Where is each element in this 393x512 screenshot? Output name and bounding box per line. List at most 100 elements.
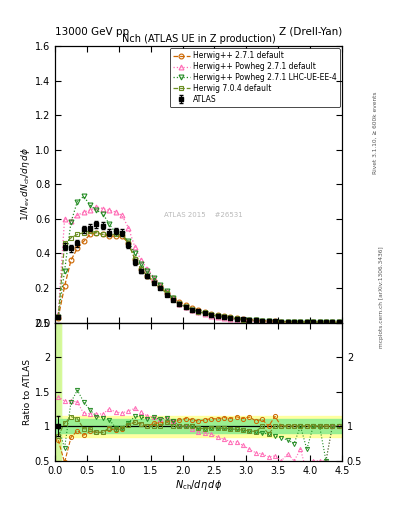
Herwig++ Powheg 2.7.1 default bbox=[234, 316, 239, 323]
Herwig++ Powheg 2.7.1 LHC-UE-EE-4 bbox=[196, 309, 201, 315]
Herwig 7.0.4 default bbox=[62, 240, 67, 246]
Herwig++ Powheg 2.7.1 LHC-UE-EE-4 bbox=[241, 316, 246, 323]
Herwig 7.0.4 default bbox=[158, 285, 163, 291]
Herwig++ 2.7.1 default bbox=[279, 318, 284, 325]
Herwig 7.0.4 default bbox=[101, 231, 105, 238]
Herwig++ Powheg 2.7.1 LHC-UE-EE-4 bbox=[279, 318, 284, 325]
Herwig++ Powheg 2.7.1 default bbox=[171, 295, 175, 302]
Herwig 7.0.4 default bbox=[177, 301, 182, 307]
Herwig 7.0.4 default bbox=[75, 231, 80, 238]
Herwig++ Powheg 2.7.1 default bbox=[88, 207, 92, 214]
Herwig++ 2.7.1 default bbox=[69, 257, 73, 263]
Title: Nch (ATLAS UE in Z production): Nch (ATLAS UE in Z production) bbox=[121, 34, 275, 44]
Herwig++ 2.7.1 default bbox=[247, 316, 252, 323]
Herwig++ Powheg 2.7.1 default bbox=[273, 319, 277, 325]
Herwig 7.0.4 default bbox=[164, 290, 169, 296]
Herwig++ Powheg 2.7.1 default bbox=[145, 266, 150, 272]
Herwig++ Powheg 2.7.1 LHC-UE-EE-4 bbox=[75, 199, 80, 205]
Herwig++ 2.7.1 default bbox=[241, 316, 246, 322]
Herwig++ 2.7.1 default bbox=[298, 319, 303, 325]
Herwig++ Powheg 2.7.1 default bbox=[132, 244, 137, 250]
Herwig++ Powheg 2.7.1 LHC-UE-EE-4 bbox=[222, 314, 226, 321]
Herwig 7.0.4 default bbox=[190, 307, 195, 313]
Herwig++ 2.7.1 default bbox=[292, 319, 296, 325]
Herwig++ 2.7.1 default bbox=[253, 317, 258, 323]
Herwig++ Powheg 2.7.1 LHC-UE-EE-4 bbox=[330, 319, 335, 326]
Herwig++ 2.7.1 default bbox=[215, 312, 220, 318]
Herwig++ Powheg 2.7.1 default bbox=[75, 212, 80, 219]
Herwig++ Powheg 2.7.1 LHC-UE-EE-4 bbox=[132, 250, 137, 257]
Y-axis label: $1/N_{\rm ev}\,dN_{\rm ch}/d\eta\,d\phi$: $1/N_{\rm ev}\,dN_{\rm ch}/d\eta\,d\phi$ bbox=[19, 147, 32, 221]
Herwig 7.0.4 default bbox=[247, 317, 252, 323]
Herwig 7.0.4 default bbox=[323, 319, 328, 325]
Text: Rivet 3.1.10, ≥ 600k events: Rivet 3.1.10, ≥ 600k events bbox=[373, 92, 378, 175]
Herwig++ Powheg 2.7.1 LHC-UE-EE-4 bbox=[56, 313, 61, 319]
Herwig 7.0.4 default bbox=[184, 304, 188, 310]
Herwig++ Powheg 2.7.1 LHC-UE-EE-4 bbox=[323, 319, 328, 326]
Herwig++ Powheg 2.7.1 default bbox=[190, 307, 195, 313]
Herwig++ 2.7.1 default bbox=[151, 278, 156, 284]
Herwig++ Powheg 2.7.1 LHC-UE-EE-4 bbox=[101, 210, 105, 217]
Herwig++ Powheg 2.7.1 default bbox=[279, 319, 284, 325]
Herwig 7.0.4 default bbox=[260, 318, 264, 324]
Text: mcplots.cern.ch [arXiv:1306.3436]: mcplots.cern.ch [arXiv:1306.3436] bbox=[379, 246, 384, 348]
Herwig++ Powheg 2.7.1 default bbox=[305, 319, 309, 326]
Herwig++ Powheg 2.7.1 default bbox=[56, 311, 61, 317]
Herwig++ Powheg 2.7.1 default bbox=[311, 319, 316, 326]
Herwig++ 2.7.1 default bbox=[266, 318, 271, 324]
Herwig++ Powheg 2.7.1 LHC-UE-EE-4 bbox=[177, 301, 182, 307]
Herwig 7.0.4 default bbox=[139, 266, 143, 272]
Herwig++ 2.7.1 default bbox=[311, 319, 316, 325]
Herwig++ Powheg 2.7.1 LHC-UE-EE-4 bbox=[81, 194, 86, 200]
Herwig 7.0.4 default bbox=[196, 309, 201, 315]
Herwig 7.0.4 default bbox=[298, 319, 303, 325]
Text: 13000 GeV pp: 13000 GeV pp bbox=[55, 27, 129, 37]
Herwig 7.0.4 default bbox=[94, 229, 99, 236]
Text: Z (Drell-Yan): Z (Drell-Yan) bbox=[279, 27, 342, 37]
Herwig++ Powheg 2.7.1 LHC-UE-EE-4 bbox=[190, 307, 195, 313]
Herwig++ 2.7.1 default bbox=[62, 283, 67, 289]
Text: ATLAS 2015    #26531: ATLAS 2015 #26531 bbox=[164, 212, 243, 219]
Herwig 7.0.4 default bbox=[317, 319, 322, 325]
Herwig++ Powheg 2.7.1 LHC-UE-EE-4 bbox=[164, 288, 169, 294]
Herwig++ 2.7.1 default bbox=[56, 315, 61, 321]
Y-axis label: Ratio to ATLAS: Ratio to ATLAS bbox=[23, 359, 32, 424]
Herwig++ 2.7.1 default bbox=[330, 319, 335, 326]
Herwig++ Powheg 2.7.1 LHC-UE-EE-4 bbox=[62, 268, 67, 274]
Herwig++ Powheg 2.7.1 default bbox=[177, 301, 182, 307]
Herwig++ Powheg 2.7.1 LHC-UE-EE-4 bbox=[107, 221, 112, 227]
Herwig++ Powheg 2.7.1 default bbox=[285, 319, 290, 325]
Herwig++ Powheg 2.7.1 default bbox=[202, 311, 207, 317]
Herwig++ Powheg 2.7.1 LHC-UE-EE-4 bbox=[336, 319, 341, 326]
Herwig++ Powheg 2.7.1 LHC-UE-EE-4 bbox=[113, 229, 118, 236]
Herwig++ Powheg 2.7.1 default bbox=[94, 204, 99, 210]
Herwig++ Powheg 2.7.1 LHC-UE-EE-4 bbox=[151, 274, 156, 281]
Herwig++ Powheg 2.7.1 default bbox=[62, 216, 67, 222]
Herwig++ Powheg 2.7.1 LHC-UE-EE-4 bbox=[234, 316, 239, 322]
Herwig++ 2.7.1 default bbox=[88, 231, 92, 238]
Herwig++ Powheg 2.7.1 LHC-UE-EE-4 bbox=[139, 261, 143, 267]
Herwig++ Powheg 2.7.1 default bbox=[253, 318, 258, 324]
Line: Herwig++ Powheg 2.7.1 default: Herwig++ Powheg 2.7.1 default bbox=[56, 204, 341, 325]
Herwig 7.0.4 default bbox=[234, 316, 239, 322]
Herwig 7.0.4 default bbox=[107, 231, 112, 238]
Herwig++ Powheg 2.7.1 LHC-UE-EE-4 bbox=[253, 317, 258, 324]
Herwig 7.0.4 default bbox=[171, 297, 175, 303]
Herwig 7.0.4 default bbox=[202, 310, 207, 316]
Herwig++ 2.7.1 default bbox=[101, 231, 105, 238]
Herwig++ 2.7.1 default bbox=[196, 307, 201, 313]
Herwig++ Powheg 2.7.1 LHC-UE-EE-4 bbox=[305, 319, 309, 325]
Line: Herwig++ 2.7.1 default: Herwig++ 2.7.1 default bbox=[56, 230, 341, 325]
Herwig++ Powheg 2.7.1 default bbox=[69, 218, 73, 224]
Herwig++ Powheg 2.7.1 default bbox=[298, 319, 303, 325]
Herwig++ Powheg 2.7.1 LHC-UE-EE-4 bbox=[215, 313, 220, 319]
Herwig++ Powheg 2.7.1 LHC-UE-EE-4 bbox=[209, 312, 213, 318]
Herwig++ 2.7.1 default bbox=[75, 245, 80, 251]
Herwig 7.0.4 default bbox=[266, 318, 271, 324]
Herwig++ 2.7.1 default bbox=[132, 255, 137, 262]
Herwig++ Powheg 2.7.1 LHC-UE-EE-4 bbox=[298, 319, 303, 325]
Herwig++ 2.7.1 default bbox=[202, 309, 207, 315]
Herwig 7.0.4 default bbox=[292, 319, 296, 325]
Herwig++ Powheg 2.7.1 LHC-UE-EE-4 bbox=[273, 318, 277, 325]
Legend: Herwig++ 2.7.1 default, Herwig++ Powheg 2.7.1 default, Herwig++ Powheg 2.7.1 LHC: Herwig++ 2.7.1 default, Herwig++ Powheg … bbox=[170, 48, 340, 107]
